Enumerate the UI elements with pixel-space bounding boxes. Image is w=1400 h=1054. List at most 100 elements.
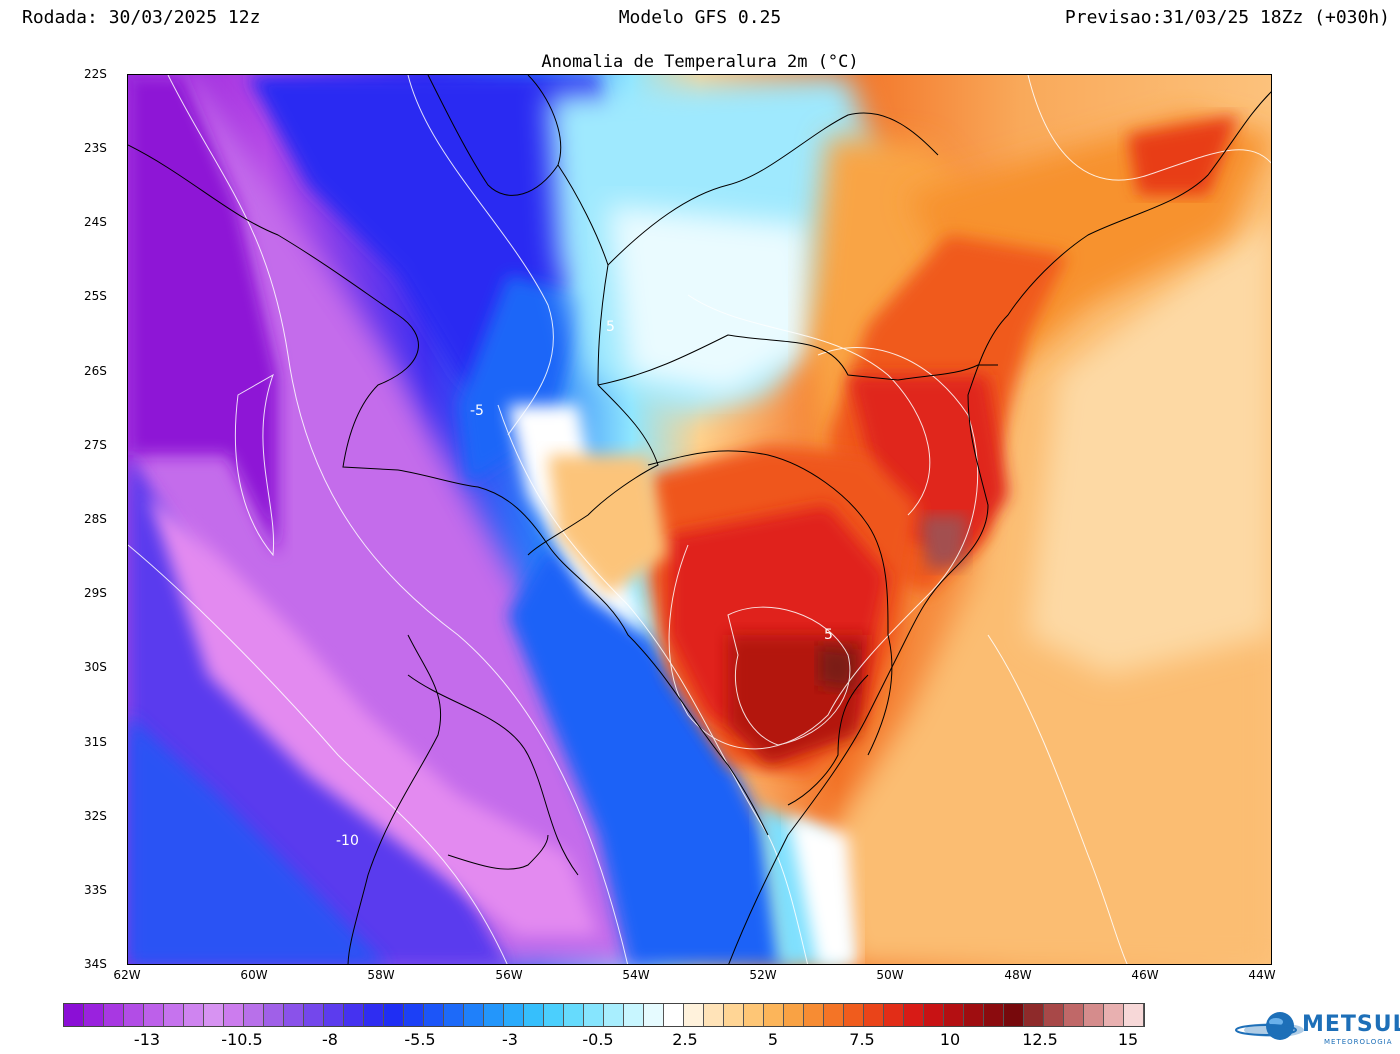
colorbar-label: 2.5 bbox=[672, 1030, 698, 1049]
colorbar-swatch bbox=[1104, 1004, 1124, 1026]
forecast-time-label: Previsao:31/03/25 18Zz (+030h) bbox=[1064, 7, 1390, 28]
colorbar-swatch bbox=[564, 1004, 584, 1026]
lat-label-28s: 28S bbox=[84, 512, 107, 526]
colorbar-label: -3 bbox=[502, 1030, 518, 1049]
colorbar-swatch bbox=[924, 1004, 944, 1026]
colorbar-swatch bbox=[884, 1004, 904, 1026]
colorbar-swatch bbox=[824, 1004, 844, 1026]
lat-label-29s: 29S bbox=[84, 586, 107, 600]
lon-label-62w: 62W bbox=[113, 968, 141, 982]
map-canvas: 5 -5 5 -10 bbox=[128, 75, 1271, 964]
colorbar-label: 10 bbox=[939, 1030, 961, 1049]
colorbar-swatch bbox=[1124, 1004, 1144, 1026]
colorbar-swatch bbox=[64, 1004, 84, 1026]
colorbar-label: -0.5 bbox=[582, 1030, 614, 1049]
colorbar-label: 7.5 bbox=[849, 1030, 875, 1049]
colorbar-swatch bbox=[1044, 1004, 1064, 1026]
colorbar-swatch bbox=[744, 1004, 764, 1026]
contour-label-minus5: -5 bbox=[470, 403, 484, 419]
pink-band bbox=[148, 495, 598, 935]
colorbar-swatch bbox=[444, 1004, 464, 1026]
lat-label-33s: 33S bbox=[84, 883, 107, 897]
lon-label-50w: 50W bbox=[876, 968, 904, 982]
globe-icon bbox=[1235, 1012, 1304, 1040]
lon-label-60w: 60W bbox=[240, 968, 268, 982]
colorbar-swatch bbox=[984, 1004, 1004, 1026]
lat-label-34s: 34S bbox=[84, 957, 107, 971]
colorbar-swatch bbox=[464, 1004, 484, 1026]
blue-southwest-area bbox=[128, 715, 387, 964]
colorbar-swatch bbox=[964, 1004, 984, 1026]
colorbar-swatch bbox=[84, 1004, 104, 1026]
colorbar-swatch bbox=[364, 1004, 384, 1026]
color-scale-bar bbox=[63, 1003, 1145, 1027]
contour-label-5-south: 5 bbox=[824, 627, 833, 643]
contour-label-minus10: -10 bbox=[336, 833, 359, 849]
lat-label-30s: 30S bbox=[84, 660, 107, 674]
colorbar-swatch bbox=[584, 1004, 604, 1026]
colorbar-label: -13 bbox=[133, 1030, 161, 1049]
map-title: Anomalia de Temperalura 2m (°C) bbox=[541, 52, 859, 72]
colorbar-swatch bbox=[724, 1004, 744, 1026]
colorbar-swatch bbox=[344, 1004, 364, 1026]
contour-label-5-north: 5 bbox=[606, 319, 615, 335]
colorbar-swatch bbox=[704, 1004, 724, 1026]
colorbar-swatch bbox=[804, 1004, 824, 1026]
lon-label-52w: 52W bbox=[749, 968, 777, 982]
colorbar-label: 5 bbox=[767, 1030, 779, 1049]
colorbar-swatch bbox=[1004, 1004, 1024, 1026]
lon-label-46w: 46W bbox=[1131, 968, 1159, 982]
colorbar-swatch bbox=[224, 1004, 244, 1026]
run-time-label: Rodada: 30/03/2025 12z bbox=[22, 7, 261, 28]
colorbar-label: -10.5 bbox=[221, 1030, 263, 1049]
colorbar-swatch bbox=[784, 1004, 804, 1026]
colorbar-swatch bbox=[1024, 1004, 1044, 1026]
colorbar-swatch bbox=[484, 1004, 504, 1026]
blue-strip bbox=[508, 545, 788, 964]
colorbar-swatch bbox=[124, 1004, 144, 1026]
colorbar-swatch bbox=[304, 1004, 324, 1026]
lon-label-58w: 58W bbox=[367, 968, 395, 982]
temperature-anomaly-map: 5 -5 5 -10 bbox=[127, 74, 1272, 965]
colorbar-label: -5.5 bbox=[404, 1030, 436, 1049]
colorbar-label: -8 bbox=[322, 1030, 338, 1049]
lat-label-32s: 32S bbox=[84, 809, 107, 823]
dark-red-spot bbox=[918, 515, 968, 570]
lon-label-48w: 48W bbox=[1004, 968, 1032, 982]
colorbar-swatch bbox=[164, 1004, 184, 1026]
colorbar-swatch bbox=[424, 1004, 444, 1026]
colorbar-swatch bbox=[144, 1004, 164, 1026]
rs-darkest-spot bbox=[818, 645, 858, 690]
colorbar-swatch bbox=[904, 1004, 924, 1026]
colorbar-swatch bbox=[764, 1004, 784, 1026]
colorbar-swatch bbox=[644, 1004, 664, 1026]
lon-label-54w: 54W bbox=[622, 968, 650, 982]
colorbar-swatch bbox=[1064, 1004, 1084, 1026]
colorbar-swatch bbox=[184, 1004, 204, 1026]
lon-label-56w: 56W bbox=[495, 968, 523, 982]
colorbar-swatch bbox=[404, 1004, 424, 1026]
lat-label-31s: 31S bbox=[84, 735, 107, 749]
warm-transition bbox=[548, 455, 668, 595]
metsul-logo: METSUL METEOROLOGIA bbox=[1234, 1008, 1400, 1050]
logo-tagline: METEOROLOGIA bbox=[1324, 1038, 1393, 1046]
colorbar-swatch bbox=[264, 1004, 284, 1026]
lat-label-23s: 23S bbox=[84, 141, 107, 155]
colorbar-swatch bbox=[524, 1004, 544, 1026]
colorbar-swatch bbox=[504, 1004, 524, 1026]
colorbar-swatch bbox=[244, 1004, 264, 1026]
red-northeast bbox=[1128, 115, 1238, 195]
lat-label-22s: 22S bbox=[84, 67, 107, 81]
model-label: Modelo GFS 0.25 bbox=[618, 7, 782, 28]
logo-name: METSUL bbox=[1302, 1012, 1400, 1037]
colorbar-swatch bbox=[624, 1004, 644, 1026]
colorbar-swatch bbox=[284, 1004, 304, 1026]
lat-label-26s: 26S bbox=[84, 364, 107, 378]
colorbar-swatch bbox=[544, 1004, 564, 1026]
colorbar-swatch bbox=[604, 1004, 624, 1026]
colorbar-label: 15 bbox=[1117, 1030, 1139, 1049]
colorbar-swatch bbox=[384, 1004, 404, 1026]
colorbar-swatch bbox=[844, 1004, 864, 1026]
colorbar-swatch bbox=[204, 1004, 224, 1026]
lon-label-44w: 44W bbox=[1248, 968, 1276, 982]
